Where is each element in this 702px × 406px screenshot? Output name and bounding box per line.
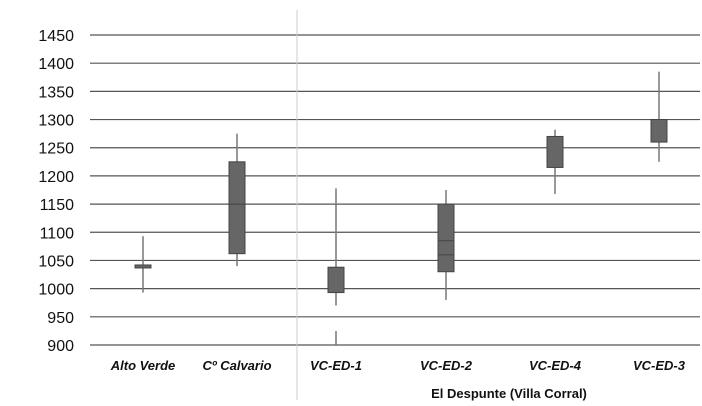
y-tick-label-1200: 1200 (38, 169, 74, 186)
y-tick-label-950: 950 (47, 310, 74, 327)
y-tick-label-1000: 1000 (38, 282, 74, 299)
extra-box-2 (437, 240, 455, 256)
y-tick-label-1150: 1150 (40, 197, 75, 214)
box-6-body (650, 119, 668, 143)
group-label: El Despunte (Villa Corral) (431, 386, 587, 401)
boxes (134, 71, 668, 345)
y-tick-label-1400: 1400 (38, 56, 74, 73)
y-tick-label-1250: 1250 (38, 141, 74, 158)
y-tick-label-1050: 1050 (38, 253, 74, 270)
y-tick-label-1300: 1300 (38, 113, 74, 130)
y-tick-label-1350: 1350 (38, 84, 74, 101)
gridlines (90, 34, 700, 346)
y-tick-label-900: 900 (47, 338, 74, 355)
x-category-label-1: Alto Verde (110, 358, 176, 373)
box-4-body (437, 203, 455, 273)
x-category-label-2: Cº Calvario (202, 358, 271, 373)
box-5-body (546, 135, 564, 168)
x-category-label-5: VC-ED-4 (529, 358, 582, 373)
box-2-body (228, 203, 246, 255)
y-axis-ticks: 900 950 1000 1050 1100 1150 1200 1250 1300 1350 14… (38, 28, 74, 355)
x-category-label-3: VC-ED-1 (310, 358, 362, 373)
y-tick-label-1450: 1450 (38, 28, 74, 45)
box-1-body (134, 264, 152, 269)
box-3-body (327, 266, 345, 294)
x-axis-categories: Alto Verde Cº Calvario VC-ED-1 VC-ED-2 VC-ED… (110, 358, 686, 373)
x-category-label-6: VC-ED-3 (633, 358, 686, 373)
x-category-label-4: VC-ED-2 (420, 358, 473, 373)
extra-box-1 (228, 161, 246, 205)
y-tick-label-1100: 1100 (40, 225, 75, 242)
